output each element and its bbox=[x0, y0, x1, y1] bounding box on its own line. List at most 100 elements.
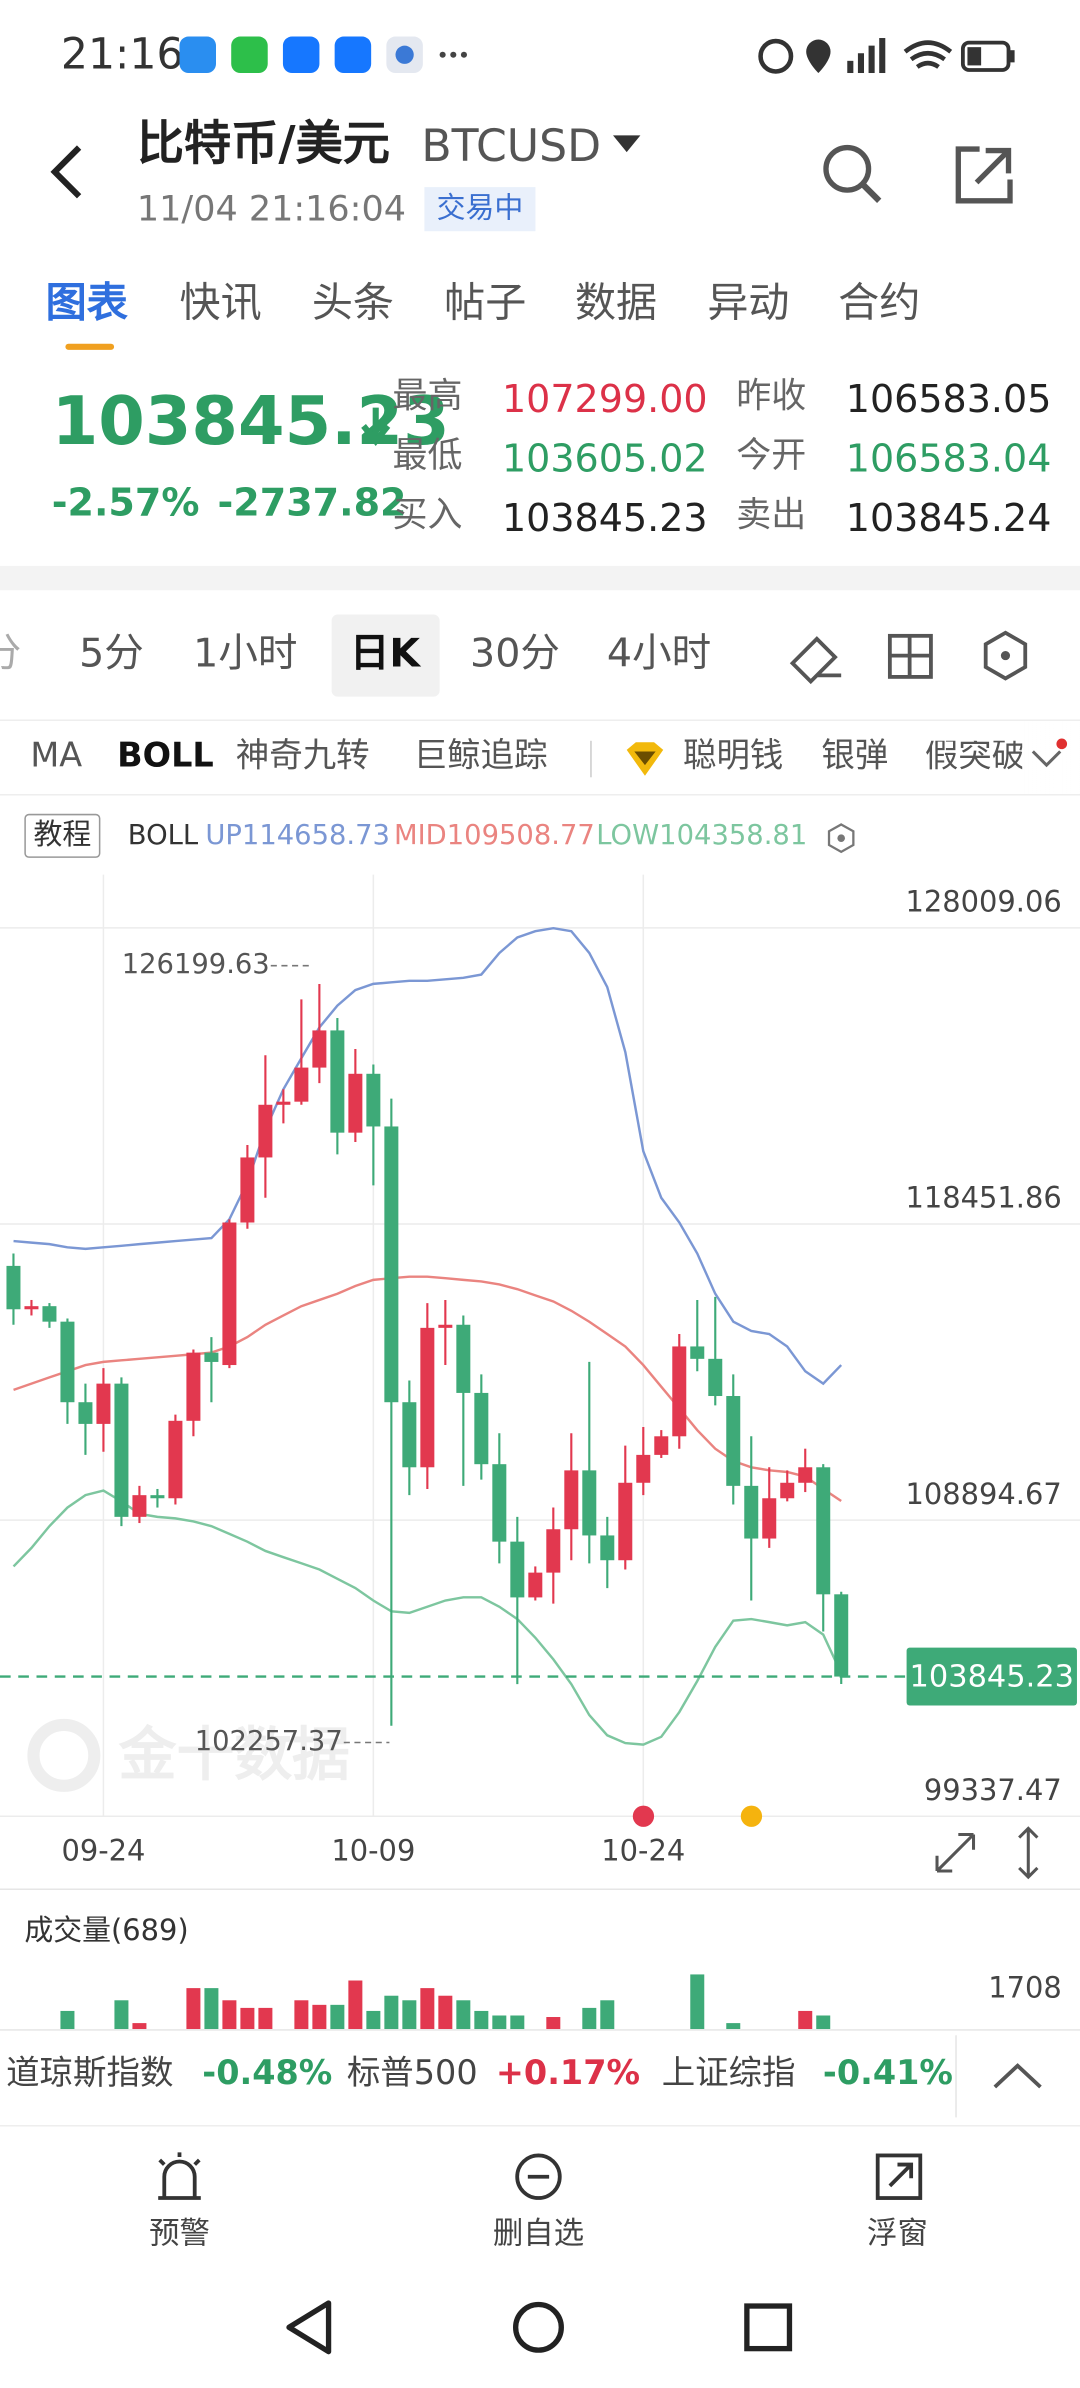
remove-watchlist-icon[interactable] bbox=[511, 2149, 566, 2204]
candle-body bbox=[708, 1358, 723, 1397]
indicator[interactable]: 聪明钱 bbox=[682, 737, 784, 776]
candle-body bbox=[438, 1324, 453, 1328]
period[interactable]: 4小时 bbox=[606, 631, 712, 677]
x-tick-label: 09-24 bbox=[61, 1834, 145, 1868]
boll-up: UP114658.73 bbox=[205, 819, 390, 852]
volume-bar bbox=[582, 2007, 597, 2030]
ticker-change: -0.41% bbox=[822, 2055, 953, 2094]
tab[interactable]: 头条 bbox=[311, 279, 394, 328]
kline-chart: 金十数据 128009.06 118451.86 108894.67 99337.47 0… bbox=[0, 874, 1080, 2030]
candle-body bbox=[186, 1352, 201, 1421]
watermark: 金十数据 bbox=[119, 1721, 350, 1789]
indicator[interactable]: BOLL bbox=[117, 737, 214, 776]
candle-body bbox=[402, 1402, 417, 1468]
candle-body bbox=[672, 1346, 687, 1437]
tab[interactable]: 图表 bbox=[45, 279, 128, 328]
candle-body bbox=[384, 1126, 399, 1403]
tab[interactable]: 异动 bbox=[707, 279, 790, 328]
candle-body bbox=[294, 1067, 309, 1102]
tutorial-button[interactable]: 教程 bbox=[24, 813, 101, 858]
separator bbox=[590, 740, 592, 778]
nav-label[interactable]: 删自选 bbox=[492, 2214, 585, 2252]
tab[interactable]: 数据 bbox=[574, 279, 658, 328]
period[interactable]: 30分 bbox=[470, 631, 560, 677]
period[interactable]: 分 bbox=[0, 634, 21, 674]
stat-label: 买入 bbox=[392, 495, 463, 536]
candle-body bbox=[726, 1396, 741, 1486]
candle-body bbox=[762, 1498, 777, 1539]
tab[interactable]: 合约 bbox=[838, 279, 921, 328]
candle-body bbox=[150, 1495, 165, 1499]
candle-body bbox=[222, 1222, 237, 1366]
status-icons bbox=[179, 36, 467, 74]
divider bbox=[0, 794, 1080, 796]
indicator[interactable]: MA bbox=[30, 737, 83, 776]
candle-body bbox=[834, 1594, 849, 1677]
tab-indicator bbox=[65, 343, 115, 350]
indicator[interactable]: 神奇九转 bbox=[235, 737, 370, 776]
volume-bar bbox=[330, 2004, 345, 2030]
period-selected-bg bbox=[331, 614, 440, 697]
volume-bar bbox=[204, 1988, 219, 2030]
divider bbox=[0, 2125, 1080, 2127]
indicator[interactable]: 巨鲸追踪 bbox=[413, 737, 548, 776]
volume-bar bbox=[420, 1988, 435, 2030]
divider bbox=[0, 565, 1080, 591]
chart-tools[interactable] bbox=[783, 624, 1042, 691]
boll-low: LOW104358.81 bbox=[596, 819, 808, 852]
period[interactable]: 1小时 bbox=[193, 631, 298, 677]
ticker-expand[interactable] bbox=[992, 2060, 1044, 2093]
ticker-name: 标普500 bbox=[346, 2055, 478, 2094]
volume-bar bbox=[114, 2000, 129, 2030]
tab[interactable]: 快讯 bbox=[179, 279, 262, 328]
candle-body bbox=[420, 1327, 435, 1468]
volume-bar bbox=[798, 2010, 813, 2030]
expand-indicators[interactable] bbox=[1028, 736, 1074, 776]
candle-body bbox=[816, 1467, 831, 1595]
stat-label: 最低 bbox=[392, 436, 463, 477]
float-window-icon[interactable] bbox=[872, 2149, 927, 2204]
candle-body bbox=[600, 1535, 615, 1561]
alert-icon[interactable] bbox=[152, 2149, 207, 2204]
candle-body bbox=[258, 1104, 273, 1158]
candle-body bbox=[132, 1495, 147, 1517]
nav-label[interactable]: 浮窗 bbox=[867, 2214, 928, 2252]
candle-body bbox=[24, 1306, 39, 1310]
header-symbol[interactable]: BTCUSD bbox=[421, 120, 602, 172]
volume-bar bbox=[492, 2015, 507, 2030]
tab[interactable]: 帖子 bbox=[444, 279, 527, 328]
candle-body bbox=[330, 1030, 345, 1133]
volume-bar bbox=[294, 2000, 309, 2030]
boll-lower bbox=[12, 1489, 843, 1746]
volume-bar bbox=[240, 2007, 255, 2030]
back-button[interactable] bbox=[46, 141, 92, 202]
period[interactable]: 5分 bbox=[79, 631, 144, 677]
symbol-dropdown[interactable] bbox=[611, 134, 641, 155]
volume-bar bbox=[438, 1995, 453, 2030]
candle-body bbox=[564, 1470, 579, 1530]
volume-label: 成交量(689) bbox=[24, 1913, 188, 1947]
y-tick-label: 99337.47 bbox=[924, 1773, 1062, 1807]
volume-bar bbox=[366, 2010, 381, 2030]
period[interactable]: 日K bbox=[349, 631, 421, 677]
indicator[interactable]: 假突破 bbox=[924, 740, 1023, 775]
ticker-name: 道琼斯指数 bbox=[6, 2055, 174, 2094]
candle-body bbox=[474, 1392, 489, 1465]
y-tick-label: 108894.67 bbox=[906, 1477, 1062, 1511]
low-label: 102257.37 bbox=[195, 1726, 343, 1757]
volume-bar bbox=[456, 2000, 471, 2030]
x-tick-label: 10-24 bbox=[601, 1834, 685, 1868]
candle-body bbox=[618, 1482, 633, 1561]
indicator[interactable]: 银弹 bbox=[821, 737, 889, 776]
candle-body bbox=[204, 1352, 219, 1362]
header-title: 比特币/美元 bbox=[136, 117, 390, 172]
nav-label[interactable]: 预警 bbox=[149, 2214, 210, 2252]
share-button[interactable] bbox=[952, 143, 1016, 207]
y-tick-label: 128009.06 bbox=[906, 885, 1062, 919]
search-button[interactable] bbox=[818, 140, 885, 207]
candle-body bbox=[312, 1030, 327, 1068]
volume-tick-label: 1708 bbox=[988, 1971, 1062, 2005]
boll-settings[interactable] bbox=[824, 821, 857, 854]
